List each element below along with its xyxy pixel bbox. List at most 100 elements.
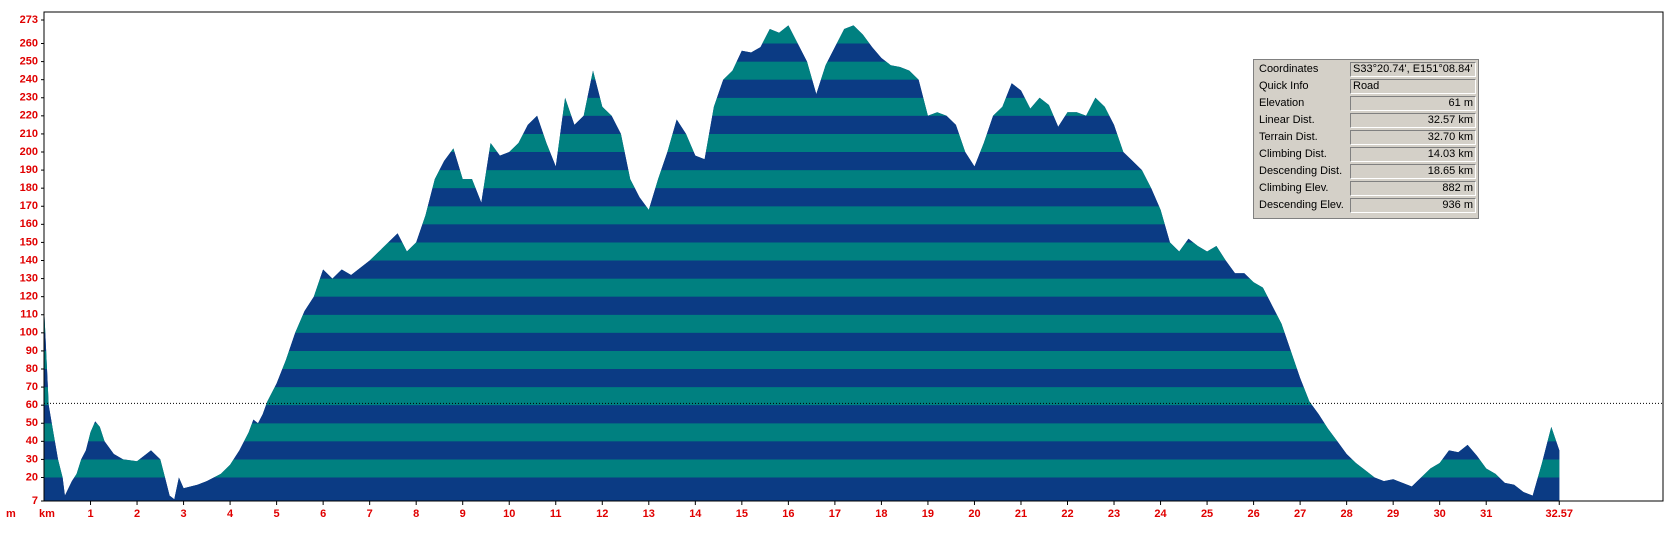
y-tick-label: 250 [20, 55, 38, 67]
y-tick-label: 210 [20, 128, 38, 140]
elevation-band [44, 260, 1560, 279]
info-row: Terrain Dist. 32.70 km [1254, 129, 1478, 146]
x-tick-label: 5 [274, 508, 280, 520]
y-tick-label: 50 [26, 417, 38, 429]
y-tick-label: 7 [32, 495, 38, 507]
elevation-band [44, 296, 1560, 315]
info-row: Quick Info Road [1254, 78, 1478, 95]
x-tick-label: 23 [1108, 508, 1120, 520]
elevation-band [44, 314, 1560, 333]
x-tick-label: 24 [1154, 508, 1167, 520]
info-label: Coordinates [1259, 63, 1319, 75]
info-value-box: 14.03 km [1350, 147, 1476, 162]
x-tick-label: 22 [1061, 508, 1073, 520]
y-tick-label: 130 [20, 272, 38, 284]
info-unit: km [1458, 114, 1473, 126]
y-tick-label: 20 [26, 471, 38, 483]
x-tick-label: 20 [968, 508, 980, 520]
y-tick-label: 230 [20, 92, 38, 104]
x-tick-label: 26 [1247, 508, 1259, 520]
y-tick-label: 180 [20, 182, 38, 194]
x-tick-label: 2 [134, 508, 140, 520]
elevation-band [44, 25, 1560, 44]
info-label: Descending Dist. [1259, 165, 1343, 177]
info-value: S33°20.74', E151°08.84' [1353, 63, 1473, 75]
info-value: 61 [1448, 97, 1461, 109]
info-value-box: Road [1350, 79, 1476, 94]
info-label: Elevation [1259, 97, 1305, 109]
y-tick-label: 80 [26, 363, 38, 375]
info-value: 18.65 [1427, 165, 1456, 177]
elevation-band [44, 423, 1560, 442]
y-tick-label: 190 [20, 164, 38, 176]
info-label: Climbing Elev. [1259, 182, 1329, 194]
y-tick-label: 150 [20, 236, 38, 248]
info-value-box: 32.57 km [1350, 113, 1476, 128]
x-tick-label: 27 [1294, 508, 1306, 520]
x-tick-label: 14 [689, 508, 702, 520]
info-value: 936 [1442, 199, 1461, 211]
y-tick-label: 273 [20, 14, 38, 26]
x-tick-label: 8 [413, 508, 419, 520]
info-label: Quick Info [1259, 80, 1309, 92]
info-label: Terrain Dist. [1259, 131, 1318, 143]
x-tick-label: 19 [922, 508, 934, 520]
x-tick-label: 9 [460, 508, 466, 520]
elevation-band [44, 278, 1560, 297]
info-row: Climbing Dist. 14.03 km [1254, 146, 1478, 163]
x-tick-label: 3 [181, 508, 187, 520]
x-tick-label: 17 [829, 508, 841, 520]
y-tick-label: 140 [20, 254, 38, 266]
info-value-box: 936 m [1350, 198, 1476, 213]
info-unit: km [1458, 148, 1473, 160]
elevation-band [44, 405, 1560, 424]
info-value: 32.70 [1427, 131, 1456, 143]
info-row: Linear Dist. 32.57 km [1254, 112, 1478, 129]
x-tick-label: 28 [1341, 508, 1353, 520]
x-tick-label: 7 [367, 508, 373, 520]
info-row: Descending Dist. 18.65 km [1254, 163, 1478, 180]
y-tick-label: 60 [26, 399, 38, 411]
info-panel: Coordinates S33°20.74', E151°08.84' Quick … [1253, 59, 1479, 219]
y-tick-label: 220 [20, 110, 38, 122]
y-tick-label: 200 [20, 146, 38, 158]
y-tick-label: 160 [20, 218, 38, 230]
y-tick-label: 70 [26, 381, 38, 393]
info-label: Descending Elev. [1259, 199, 1344, 211]
y-tick-label: 100 [20, 327, 38, 339]
x-tick-label: 6 [320, 508, 326, 520]
x-axis-label: km [39, 508, 55, 520]
info-value: 882 [1442, 182, 1461, 194]
x-tick-label: 31 [1480, 508, 1492, 520]
info-value: Road [1353, 80, 1380, 92]
info-value: 14.03 [1427, 148, 1456, 160]
x-tick-label: 21 [1015, 508, 1027, 520]
y-tick-label: 90 [26, 345, 38, 357]
elevation-band [44, 242, 1560, 261]
info-row: Climbing Elev. 882 m [1254, 180, 1478, 197]
x-tick-label: 4 [227, 508, 234, 520]
x-tick-label: 16 [782, 508, 794, 520]
info-row: Coordinates S33°20.74', E151°08.84' [1254, 61, 1478, 78]
x-tick-label: 29 [1387, 508, 1399, 520]
x-tick-label: 15 [736, 508, 748, 520]
info-label: Linear Dist. [1259, 114, 1315, 126]
info-value-box: 61 m [1350, 96, 1476, 111]
x-tick-label: 10 [503, 508, 515, 520]
x-tick-label: 11 [550, 508, 562, 520]
info-label: Climbing Dist. [1259, 148, 1327, 160]
y-tick-label: 240 [20, 74, 38, 86]
y-tick-label: 40 [26, 435, 38, 447]
x-tick-label: 32.57 [1545, 508, 1573, 520]
elevation-band [44, 332, 1560, 351]
info-unit: km [1458, 165, 1473, 177]
info-value-box: 882 m [1350, 181, 1476, 196]
x-tick-label: 13 [643, 508, 655, 520]
x-tick-label: 12 [596, 508, 608, 520]
info-value-box: S33°20.74', E151°08.84' [1350, 62, 1476, 77]
y-tick-label: 120 [20, 291, 38, 303]
info-value-box: 32.70 km [1350, 130, 1476, 145]
y-tick-label: 30 [26, 453, 38, 465]
